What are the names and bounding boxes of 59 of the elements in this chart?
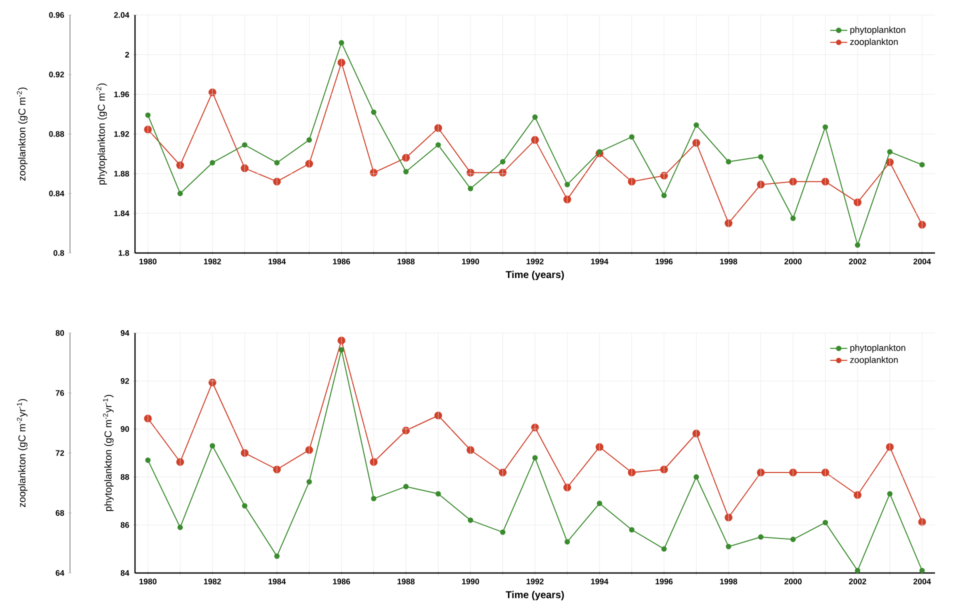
x-tick-label: 1998: [720, 578, 738, 584]
y-tick-label: 1.8: [118, 250, 130, 256]
x-tick-label: 1982: [204, 258, 221, 264]
x-tick-label: 1990: [462, 578, 480, 584]
y2-tick-label: 0.8: [54, 250, 64, 256]
y-tick-label: 2.04: [114, 12, 130, 18]
x-tick-label: 1994: [591, 578, 608, 584]
x-tick-label: 1988: [398, 258, 415, 264]
y-axis-title: phytoplankton (gC m$^{-2}$yr$^{-1}$): [102, 394, 114, 512]
x-tick-label: 1998: [720, 258, 738, 264]
y2-axis-title: zooplankton (gC m$^{-2}$yr$^{-1}$): [16, 399, 28, 508]
x-tick-label: 1984: [268, 578, 286, 584]
y-tick-label: 94: [120, 330, 130, 336]
y-tick-label: 2: [125, 52, 130, 58]
y-tick-label: 1.88: [114, 170, 130, 176]
y2-tick-label: 0.92: [49, 72, 64, 78]
y-tick-label: 86: [120, 522, 130, 528]
y-tick-label: 1.96: [114, 91, 130, 98]
y2-tick-label: 80: [56, 330, 64, 336]
y2-tick-label: 0.88: [49, 131, 64, 137]
legend-label: phytoplankton: [850, 344, 906, 353]
x-tick-label: 2004: [913, 258, 931, 264]
x-tick-label: 1988: [398, 578, 415, 584]
x-tick-label: 2000: [784, 578, 802, 584]
x-tick-label: 1994: [591, 258, 608, 264]
x-tick-label: 1986: [333, 258, 350, 264]
x-axis-title: Time (years): [506, 590, 564, 600]
legend-label: phytoplankton: [850, 26, 906, 35]
x-tick-label: 2004: [913, 578, 931, 584]
y-tick-label: 84: [120, 570, 130, 576]
x-tick-label: 1996: [656, 258, 673, 264]
y2-tick-label: 0.96: [49, 12, 64, 18]
y-tick-label: 1.84: [114, 210, 130, 216]
y2-tick-label: 0.84: [49, 190, 64, 196]
y2-tick-label: 68: [56, 510, 64, 516]
x-tick-label: 2002: [848, 578, 866, 584]
y2-axis-title: zooplankton (gC m$^{-2}$): [16, 88, 28, 181]
y-axis-title: phytoplankton (gC m$^{-2}$): [96, 83, 107, 185]
legend-label: zooplankton: [850, 356, 898, 365]
x-tick-label: 1996: [656, 578, 673, 584]
x-tick-label: 1992: [526, 258, 544, 264]
y2-tick-label: 72: [56, 450, 64, 456]
x-tick-label: 1982: [204, 578, 221, 584]
x-tick-label: 1980: [140, 258, 156, 264]
x-tick-label: 2000: [784, 258, 802, 264]
x-tick-label: 1980: [140, 578, 156, 584]
y2-tick-label: 64: [56, 570, 64, 576]
x-axis-title: Time (years): [506, 270, 564, 280]
y2-tick-label: 76: [56, 390, 64, 396]
x-tick-label: 2002: [848, 258, 866, 264]
y-tick-label: 92: [120, 378, 130, 384]
x-tick-label: 1990: [462, 258, 480, 264]
y-tick-label: 90: [120, 426, 130, 432]
y-tick-label: 1.92: [114, 131, 130, 137]
y-tick-label: 88: [120, 474, 130, 480]
x-tick-label: 1986: [333, 578, 350, 584]
x-tick-label: 1992: [526, 578, 544, 584]
x-tick-label: 1984: [268, 258, 286, 264]
legend-label: zooplankton: [850, 38, 898, 47]
